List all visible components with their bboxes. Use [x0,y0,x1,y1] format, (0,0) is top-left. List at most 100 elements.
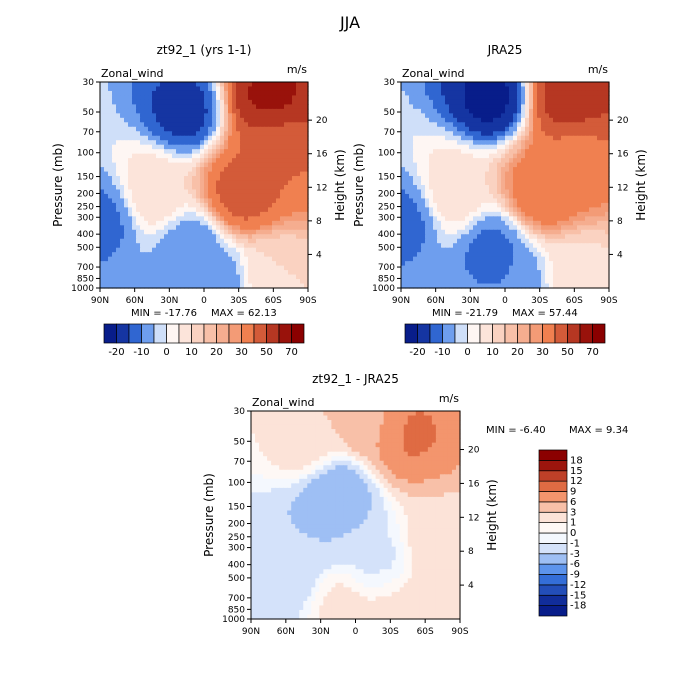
heatmap-cell [573,149,578,155]
heatmap-cell [413,149,418,155]
heatmap-cell [561,202,566,208]
heatmap-cell [136,158,141,164]
heatmap-cell [268,189,273,195]
heatmap-cell [461,140,466,146]
heatmap-cell [481,113,486,119]
heatmap-cell [597,238,602,244]
colorbar-box [291,323,305,344]
heatmap-cell [120,144,125,150]
heatmap-cell [224,140,229,146]
heatmap-cell [437,171,442,177]
heatmap-cell [529,90,534,97]
heatmap-cell [425,247,430,253]
heatmap-cell [537,265,542,271]
heatmap-cell [204,185,209,191]
heatmap-cell [469,283,474,289]
heatmap-cell [116,185,121,191]
heatmap-cell [216,261,221,267]
heatmap-cell [128,158,133,164]
heatmap-cell [465,216,470,222]
heatmap-cell [421,247,426,253]
heatmap-cell [509,140,514,146]
heatmap-cell [276,229,281,235]
heatmap-cell [156,90,161,97]
heatmap-cell [180,238,185,244]
heatmap-cell [180,211,185,217]
heatmap-cell [200,135,205,141]
heatmap-cell [581,176,586,182]
heatmap-cell [132,180,137,186]
heatmap-cell [256,90,261,97]
heatmap-cell [304,149,309,155]
heatmap-cell [533,216,538,222]
heatmap-cell [417,95,422,101]
heatmap-cell [268,113,273,119]
heatmap-cell [465,225,470,231]
heatmap-cell [509,167,514,173]
heatmap-cell [268,144,273,150]
heatmap-cell [128,256,133,262]
heatmap-cell [164,252,169,258]
heatmap-cell [473,126,478,132]
heatmap-cell [188,108,193,114]
heatmap-cell [168,135,173,141]
heatmap-cell [461,104,466,110]
heatmap-cell [248,247,253,253]
colorbar-label: 30 [235,347,248,358]
heatmap-cell [128,247,133,253]
heatmap-cell [120,189,125,195]
max-label: MAX = 57.44 [512,308,578,319]
y-tick-label: 400 [77,230,94,240]
heatmap-cell [244,122,249,128]
heatmap-cell [136,279,141,285]
heatmap-cell [493,270,498,276]
heatmap-cell [405,167,410,173]
heatmap-cell [164,90,169,97]
heatmap-cell [477,99,482,105]
heatmap-cell [148,86,153,92]
heatmap-cell [513,90,518,97]
heatmap-cell [220,211,225,217]
heatmap-cell [409,149,414,155]
heatmap-cell [513,189,518,195]
heatmap-cell [284,90,289,97]
heatmap-cell [188,193,193,200]
heatmap-cell [276,162,281,168]
heatmap-cell [180,82,185,88]
heatmap-cell [449,117,454,123]
heatmap-cell [144,211,149,217]
heatmap-cell [116,238,121,244]
heatmap-cell [549,202,554,208]
heatmap-cell [585,247,590,253]
heatmap-cell [224,225,229,231]
heatmap-cell [136,117,141,123]
heatmap-cell [557,256,562,262]
heatmap-cell [256,162,261,168]
heatmap-cell [260,229,265,235]
heatmap-cell [296,225,301,231]
heatmap-cell [445,283,450,289]
heatmap-cell [585,274,590,280]
heatmap-cell [509,252,514,258]
heatmap-cell [429,117,434,123]
heatmap-cell [100,283,105,289]
heatmap-cell [501,176,506,182]
heatmap-cell [433,193,438,200]
heatmap-cell [140,140,145,146]
heatmap-cell [521,144,526,150]
heatmap-cell [240,171,245,177]
heatmap-cell [108,135,113,141]
heatmap-cell [517,162,522,168]
heatmap-cell [112,225,117,231]
heatmap-cell [473,202,478,208]
heatmap-cell [585,279,590,285]
heatmap-cell [196,207,201,213]
heatmap-cell [425,270,430,276]
heatmap-cell [196,193,201,200]
heatmap-cell [172,211,177,217]
heatmap-cell [220,95,225,101]
heatmap-cell [497,104,502,110]
heatmap-cell [453,153,458,159]
heatmap-cell [204,104,209,110]
heatmap-cell [152,122,157,128]
